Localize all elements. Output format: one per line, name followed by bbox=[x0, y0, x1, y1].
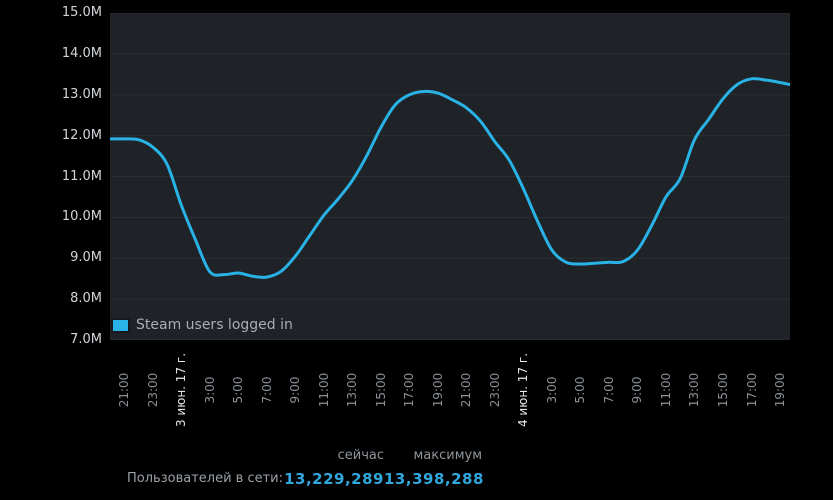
x-tick-time-label: 15:00 bbox=[373, 372, 388, 408]
y-tick-label: 13.0M bbox=[61, 86, 102, 102]
legend-label: Steam users logged in bbox=[136, 317, 293, 333]
x-tick-time-label: 21:00 bbox=[117, 372, 132, 408]
x-tick-time-label: 3:00 bbox=[202, 376, 217, 404]
legend: Steam users logged in bbox=[111, 315, 299, 335]
x-tick-time-label: 23:00 bbox=[145, 372, 160, 408]
x-tick-time-label: 7:00 bbox=[259, 376, 274, 404]
online-users-stats: сейчас максимум Пользователей в сети: 13… bbox=[0, 448, 484, 489]
x-tick-date-label: 4 июн. 17 г. bbox=[516, 352, 531, 428]
stats-now-value: 13,229,289 bbox=[284, 470, 384, 488]
x-tick-time-label: 15:00 bbox=[715, 372, 730, 408]
x-tick-time-label: 19:00 bbox=[430, 372, 445, 408]
plot-area[interactable]: Steam users logged in bbox=[110, 13, 790, 340]
y-tick-label: 10.0M bbox=[61, 209, 102, 225]
x-tick-time-label: 5:00 bbox=[231, 376, 246, 404]
x-tick-time-label: 21:00 bbox=[459, 372, 474, 408]
x-tick-time-label: 23:00 bbox=[487, 372, 502, 408]
x-tick-time-label: 11:00 bbox=[658, 372, 673, 408]
y-tick-label: 9.0M bbox=[70, 250, 102, 266]
x-tick-time-label: 17:00 bbox=[402, 372, 417, 408]
y-tick-label: 15.0M bbox=[61, 5, 102, 20]
x-tick-time-label: 11:00 bbox=[316, 372, 331, 408]
x-tick-time-label: 9:00 bbox=[288, 376, 303, 404]
x-tick-time-label: 13:00 bbox=[687, 372, 702, 408]
stats-row-label: Пользователей в сети: bbox=[127, 471, 283, 486]
x-tick-date-label: 3 июн. 17 г. bbox=[174, 352, 189, 428]
x-tick-time-label: 3:00 bbox=[544, 376, 559, 404]
stats-header-now: сейчас bbox=[337, 448, 384, 463]
users-line-series bbox=[110, 77, 790, 279]
stats-header-max: максимум bbox=[413, 448, 482, 463]
stats-spacer bbox=[0, 448, 283, 464]
y-tick-label: 8.0M bbox=[70, 291, 102, 307]
x-tick-time-label: 19:00 bbox=[773, 372, 788, 408]
y-tick-label: 12.0M bbox=[61, 127, 102, 143]
y-tick-label: 7.0M bbox=[70, 332, 102, 347]
x-tick-time-label: 13:00 bbox=[345, 372, 360, 408]
x-tick-time-label: 17:00 bbox=[744, 372, 759, 408]
line-chart-svg bbox=[110, 13, 790, 340]
x-tick-time-label: 7:00 bbox=[601, 376, 616, 404]
stats-max-value: 13,398,288 bbox=[384, 470, 484, 488]
y-tick-label: 11.0M bbox=[61, 168, 102, 184]
x-tick-time-label: 5:00 bbox=[573, 376, 588, 404]
y-tick-label: 14.0M bbox=[61, 45, 102, 61]
x-tick-time-label: 9:00 bbox=[630, 376, 645, 404]
legend-color-swatch bbox=[111, 317, 130, 333]
